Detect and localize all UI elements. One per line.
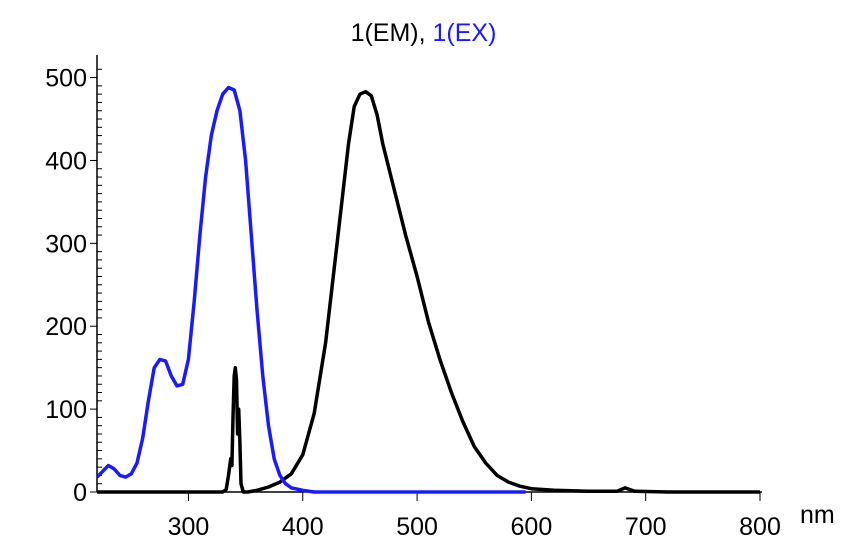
series-line-ex xyxy=(95,85,526,494)
title-em: 1(EM), xyxy=(350,19,433,47)
x-tick-label: 700 xyxy=(625,513,667,541)
series-line-em xyxy=(97,89,760,494)
y-tick-label: 0 xyxy=(73,479,87,507)
x-tick-label: 500 xyxy=(396,513,438,541)
y-tick-label: 100 xyxy=(45,396,87,424)
y-tick-label: 300 xyxy=(45,230,87,258)
x-tick-label: 800 xyxy=(739,513,781,541)
x-tick-label: 400 xyxy=(282,513,324,541)
y-tick-label: 500 xyxy=(45,65,87,93)
y-tick-label: 200 xyxy=(45,313,87,341)
chart-title: 1(EM), 1(EX) xyxy=(0,18,847,48)
title-ex: 1(EX) xyxy=(432,19,497,47)
x-tick-label: 600 xyxy=(511,513,553,541)
x-unit-label: nm xyxy=(800,501,835,529)
x-tick-label: 300 xyxy=(168,513,210,541)
y-tick-label: 400 xyxy=(45,147,87,175)
